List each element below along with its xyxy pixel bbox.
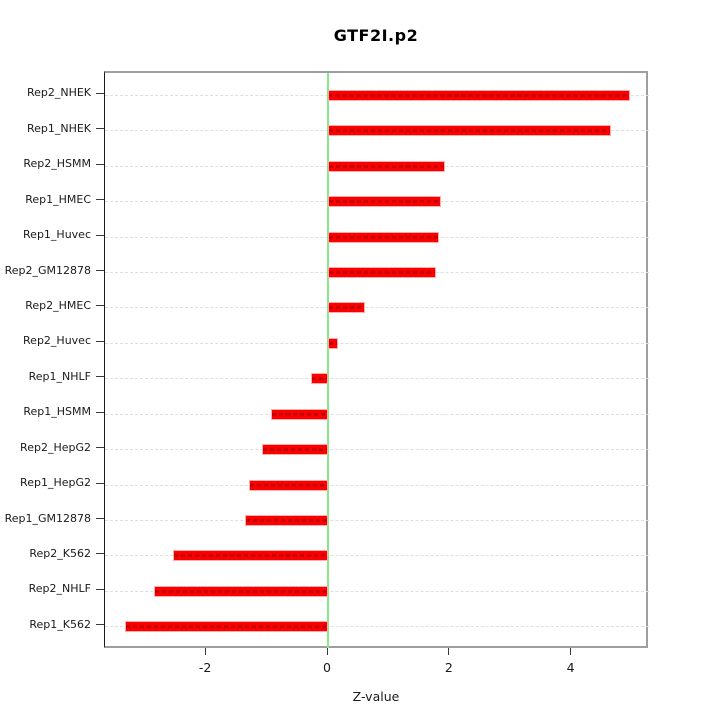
y-tick-label: Rep2_NHLF: [28, 582, 91, 596]
y-tick-label: Rep2_GM12878: [4, 263, 91, 277]
x-axis-title: Z-value: [352, 689, 400, 704]
bar: [328, 89, 630, 101]
y-tick-label: Rep1_HepG2: [20, 476, 91, 489]
y-tick-label: Rep2_NHEK: [26, 86, 91, 100]
x-tick-label: -2: [198, 660, 212, 675]
y-tick-label: Rep2_HSMM: [23, 157, 91, 171]
bar: [261, 444, 328, 456]
bar: [154, 585, 328, 597]
y-tick-label: Rep2_Huvec: [23, 334, 91, 348]
y-tick-label: Rep1_GM12878: [4, 511, 91, 525]
y-tick-label: Rep1_NHEK: [26, 121, 91, 135]
bar: [173, 550, 328, 562]
bar: [244, 515, 328, 526]
grid-line: [105, 449, 649, 451]
x-axis-tick: [204, 648, 206, 655]
y-axis-tick: [96, 199, 104, 201]
y-axis-tick: [96, 340, 104, 342]
grid-line: [105, 307, 649, 309]
y-tick-label: Rep2_K562: [29, 546, 91, 560]
y-axis-tick: [96, 553, 104, 555]
y-tick-label: Rep1_HMEC: [25, 192, 91, 206]
y-axis-tick: [96, 411, 104, 413]
y-axis-tick: [96, 624, 104, 626]
y-axis-tick: [96, 270, 104, 271]
bar: [310, 373, 328, 385]
grid-line: [105, 626, 649, 628]
y-tick-label: Rep1_NHLF: [28, 369, 91, 383]
bar: [328, 196, 441, 208]
y-tick-label: Rep1_K562: [29, 617, 91, 631]
y-axis-tick: [96, 588, 104, 590]
y-tick-label: Rep2_HMEC: [25, 298, 91, 312]
y-tick-label: Rep1_Huvec: [23, 228, 91, 241]
y-axis-tick: [96, 234, 104, 236]
x-tick-label: 0: [323, 660, 331, 675]
bar: [328, 302, 366, 314]
bar: [328, 125, 611, 137]
y-axis-tick: [96, 305, 104, 307]
x-axis-tick: [570, 648, 572, 655]
x-axis-tick: [326, 648, 328, 655]
y-tick-label: Rep1_HSMM: [23, 405, 91, 419]
bar: [271, 408, 328, 420]
bar: [328, 160, 445, 172]
bar: [328, 267, 436, 278]
y-axis-tick: [96, 92, 104, 94]
grid-line: [105, 342, 649, 344]
grid-line: [105, 413, 649, 415]
bar: [125, 621, 328, 633]
grid-line: [105, 555, 649, 557]
y-axis-tick: [96, 447, 104, 449]
x-tick-label: 4: [566, 660, 575, 675]
chart-title: GTF2I.p2: [333, 26, 419, 45]
y-axis-tick: [96, 163, 104, 165]
plot-area: [104, 71, 649, 648]
grid-line: [105, 520, 649, 521]
grid-line: [105, 590, 649, 592]
zero-reference-line: [327, 73, 329, 648]
y-axis-tick: [96, 518, 104, 519]
grid-line: [105, 378, 649, 380]
y-axis-tick: [96, 482, 104, 484]
bar: [328, 231, 439, 243]
x-axis-tick: [448, 648, 450, 655]
y-axis-tick: [96, 128, 104, 130]
grid-line: [105, 484, 649, 486]
y-axis-tick: [96, 376, 104, 378]
bar: [249, 479, 328, 491]
y-tick-label: Rep2_HepG2: [20, 440, 91, 454]
x-tick-label: 2: [444, 660, 453, 675]
bar: [328, 337, 338, 349]
